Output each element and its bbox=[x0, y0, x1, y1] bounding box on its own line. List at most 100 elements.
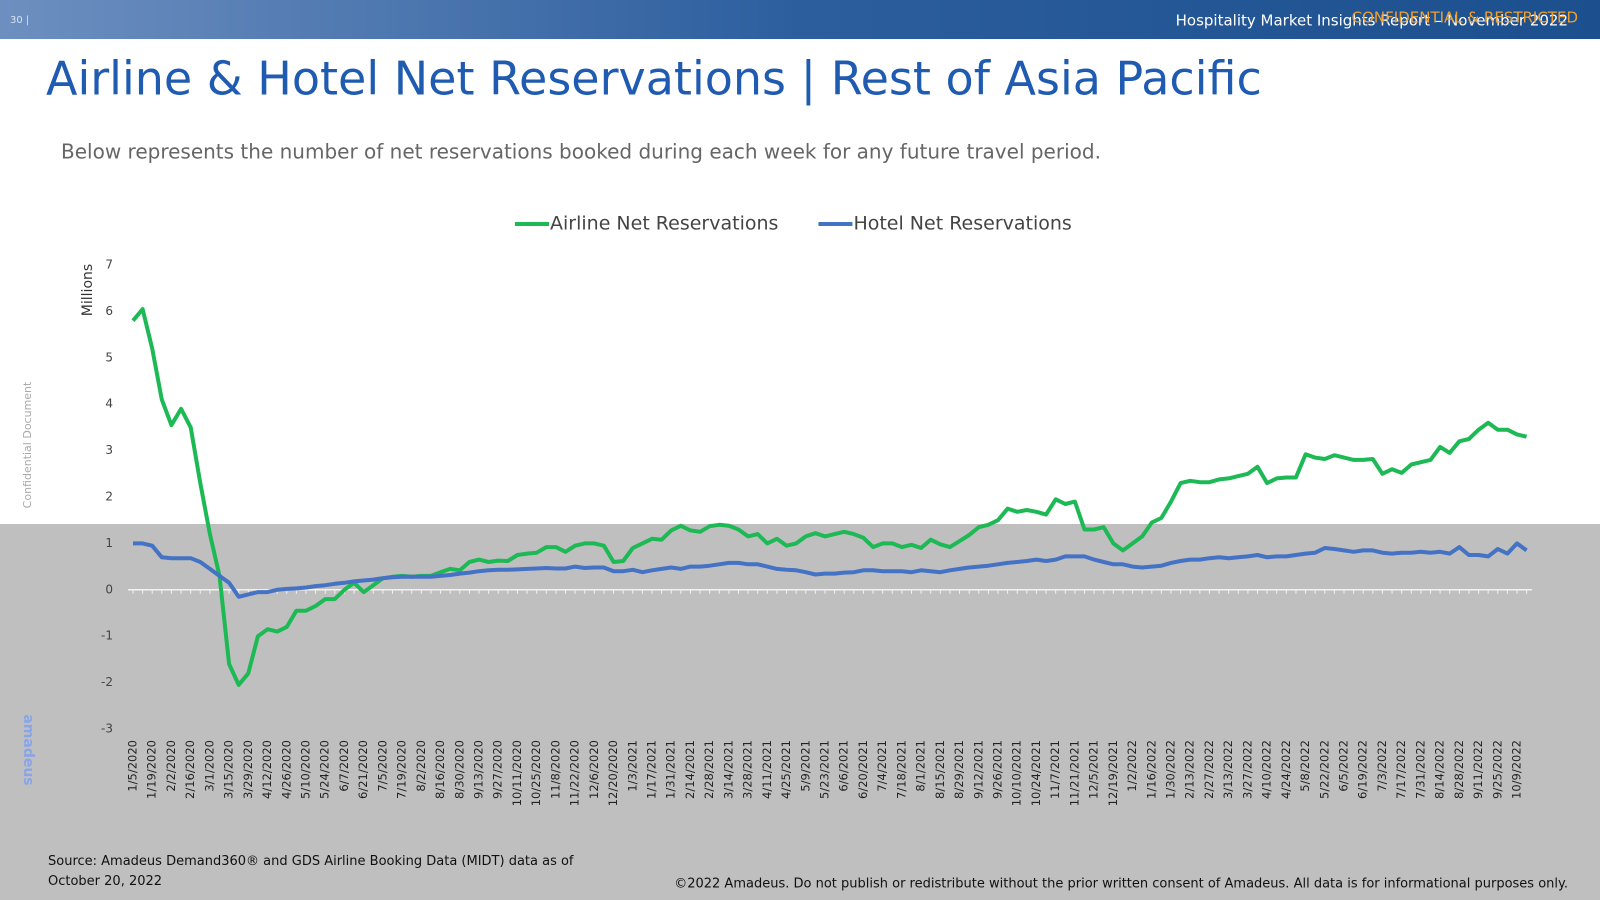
x-tick-label: 9/11/2022 bbox=[1471, 740, 1485, 799]
x-tick-label: 11/22/2020 bbox=[568, 740, 582, 806]
x-tick-label: 9/26/2021 bbox=[991, 740, 1005, 799]
plot: -3 -2 -1 0 1 2 3 4 5 6 7 1/5/2020 1/19/2020 2/2/2020 2… bbox=[101, 213, 1532, 806]
x-tick-label: 10/25/2020 bbox=[529, 740, 543, 806]
x-tick-label: 8/1/2021 bbox=[914, 740, 928, 792]
x-tick-label: 8/14/2022 bbox=[1433, 740, 1447, 799]
x-tick-label: 2/27/2022 bbox=[1202, 740, 1216, 799]
series-line bbox=[133, 541, 1528, 599]
y-tick-label: 7 bbox=[105, 258, 113, 272]
x-tick-label: 10/10/2021 bbox=[1010, 740, 1024, 806]
x-tick-label: 8/29/2021 bbox=[952, 740, 966, 799]
x-tick-label: 3/28/2021 bbox=[741, 740, 755, 799]
x-tick-label: 12/5/2021 bbox=[1087, 740, 1101, 799]
x-tick-label: 11/7/2021 bbox=[1048, 740, 1062, 799]
x-tick-label: 1/5/2020 bbox=[126, 740, 140, 792]
x-tick-label: 9/12/2021 bbox=[971, 740, 985, 799]
x-tick-label: 6/19/2022 bbox=[1356, 740, 1370, 799]
y-tick-label: -1 bbox=[101, 629, 113, 643]
x-tick-label: 6/5/2022 bbox=[1337, 740, 1351, 792]
x-tick-label: 5/23/2021 bbox=[818, 740, 832, 799]
y-tick-label: 5 bbox=[105, 350, 113, 364]
x-tick-label: 7/4/2021 bbox=[875, 740, 889, 792]
legend-label: Airline Net Reservations bbox=[550, 213, 778, 235]
y-axis-label: Millions bbox=[80, 264, 96, 316]
x-tick-label: 11/21/2021 bbox=[1067, 740, 1081, 806]
x-tick-label: 6/21/2020 bbox=[356, 740, 370, 799]
confidential-label: CONFIDENTIAL & RESTRICTED bbox=[1352, 9, 1578, 27]
x-tick-label: 11/8/2020 bbox=[548, 740, 562, 799]
x-tick-label: 1/16/2022 bbox=[1144, 740, 1158, 799]
x-tick-label: 4/12/2020 bbox=[260, 740, 274, 799]
x-tick-label: 7/17/2022 bbox=[1394, 740, 1408, 799]
y-tick-label: 6 bbox=[105, 304, 113, 318]
report-name: Hospitality Market Insights Report – Nov… bbox=[1176, 12, 1568, 30]
x-tick-label: 7/31/2022 bbox=[1413, 740, 1427, 799]
x-tick-label: 2/2/2020 bbox=[164, 740, 178, 792]
x-tick-label: 10/24/2021 bbox=[1029, 740, 1043, 806]
series-line bbox=[131, 307, 1528, 687]
backdrop bbox=[0, 524, 1600, 900]
logo: amadeus bbox=[20, 714, 36, 785]
chart-subtitle: Below represents the number of net reser… bbox=[61, 140, 1101, 164]
x-tick-label: 8/30/2020 bbox=[452, 740, 466, 799]
x-tick-label: 1/17/2021 bbox=[645, 740, 659, 799]
x-tick-label: 5/8/2022 bbox=[1298, 740, 1312, 792]
x-tick-label: 5/24/2020 bbox=[318, 740, 332, 799]
x-tick-label: 7/3/2022 bbox=[1375, 740, 1389, 792]
x-tick-label: 6/20/2021 bbox=[856, 740, 870, 799]
copyright: ©2022 Amadeus. Do not publish or redistr… bbox=[674, 877, 1568, 892]
x-tick-label: 1/3/2021 bbox=[625, 740, 639, 792]
x-tick-label: 8/2/2020 bbox=[414, 740, 428, 792]
x-tick-label: 4/26/2020 bbox=[279, 740, 293, 799]
x-tick-label: 3/13/2022 bbox=[1221, 740, 1235, 799]
source-box: Source: Amadeus Demand360® and GDS Airli… bbox=[48, 854, 574, 889]
x-tick-label: 7/18/2021 bbox=[894, 740, 908, 799]
x-tick-label: 4/25/2021 bbox=[779, 740, 793, 799]
x-tick-label: 2/13/2022 bbox=[1183, 740, 1197, 799]
page-number: 30 | bbox=[10, 15, 29, 26]
x-tick-label: 8/28/2022 bbox=[1452, 740, 1466, 799]
x-tick-label: 2/16/2020 bbox=[183, 740, 197, 799]
x-tick-label: 1/30/2022 bbox=[1164, 740, 1178, 799]
x-tick-label: 3/29/2020 bbox=[241, 740, 255, 799]
x-tick-label: 12/19/2021 bbox=[1106, 740, 1120, 806]
x-tick-label: 2/28/2021 bbox=[702, 740, 716, 799]
x-tick-label: 10/11/2020 bbox=[510, 740, 524, 806]
x-tick-label: 10/9/2022 bbox=[1510, 740, 1524, 799]
x-tick-label: 8/15/2021 bbox=[933, 740, 947, 799]
source: Source: Amadeus Demand360® and GDS Airli… bbox=[48, 854, 574, 889]
x-tick-label: 6/6/2021 bbox=[837, 740, 851, 792]
x-tick-label: 5/9/2021 bbox=[798, 740, 812, 792]
header-bar bbox=[0, 0, 1600, 39]
x-tick-label: 6/7/2020 bbox=[337, 740, 351, 792]
side-note: Confidential Document bbox=[21, 381, 34, 508]
x-tick-label: 3/14/2021 bbox=[721, 740, 735, 799]
x-tick-label: 9/13/2020 bbox=[472, 740, 486, 799]
x-tick-label: 1/19/2020 bbox=[145, 740, 159, 799]
x-tick-label: 5/22/2022 bbox=[1317, 740, 1331, 799]
x-tick-label: 3/27/2022 bbox=[1240, 740, 1254, 799]
x-tick-label: 4/11/2021 bbox=[760, 740, 774, 799]
x-tick-label: 7/5/2020 bbox=[375, 740, 389, 792]
chart-title: Airline & Hotel Net Reservations | Rest … bbox=[46, 52, 1262, 107]
y-tick-label: 3 bbox=[105, 443, 113, 457]
x-tick-label: 1/31/2021 bbox=[664, 740, 678, 799]
y-tick-label: 2 bbox=[105, 490, 113, 504]
y-tick-label: 4 bbox=[105, 397, 113, 411]
y-tick-label: 0 bbox=[105, 582, 113, 596]
x-tick-label: 1/2/2022 bbox=[1125, 740, 1139, 792]
x-tick-label: 2/14/2021 bbox=[683, 740, 697, 799]
y-tick-label: -3 bbox=[101, 722, 113, 736]
x-tick-label: 3/1/2020 bbox=[202, 740, 216, 792]
x-tick-label: 3/15/2020 bbox=[222, 740, 236, 799]
y-tick-label: -2 bbox=[101, 675, 113, 689]
x-tick-label: 8/16/2020 bbox=[433, 740, 447, 799]
x-tick-label: 12/20/2020 bbox=[606, 740, 620, 806]
x-tick-label: 9/27/2020 bbox=[491, 740, 505, 799]
legend-label: Hotel Net Reservations bbox=[853, 213, 1071, 235]
x-tick-label: 4/24/2022 bbox=[1279, 740, 1293, 799]
x-tick-label: 7/19/2020 bbox=[395, 740, 409, 799]
y-tick-label: 1 bbox=[105, 536, 113, 550]
